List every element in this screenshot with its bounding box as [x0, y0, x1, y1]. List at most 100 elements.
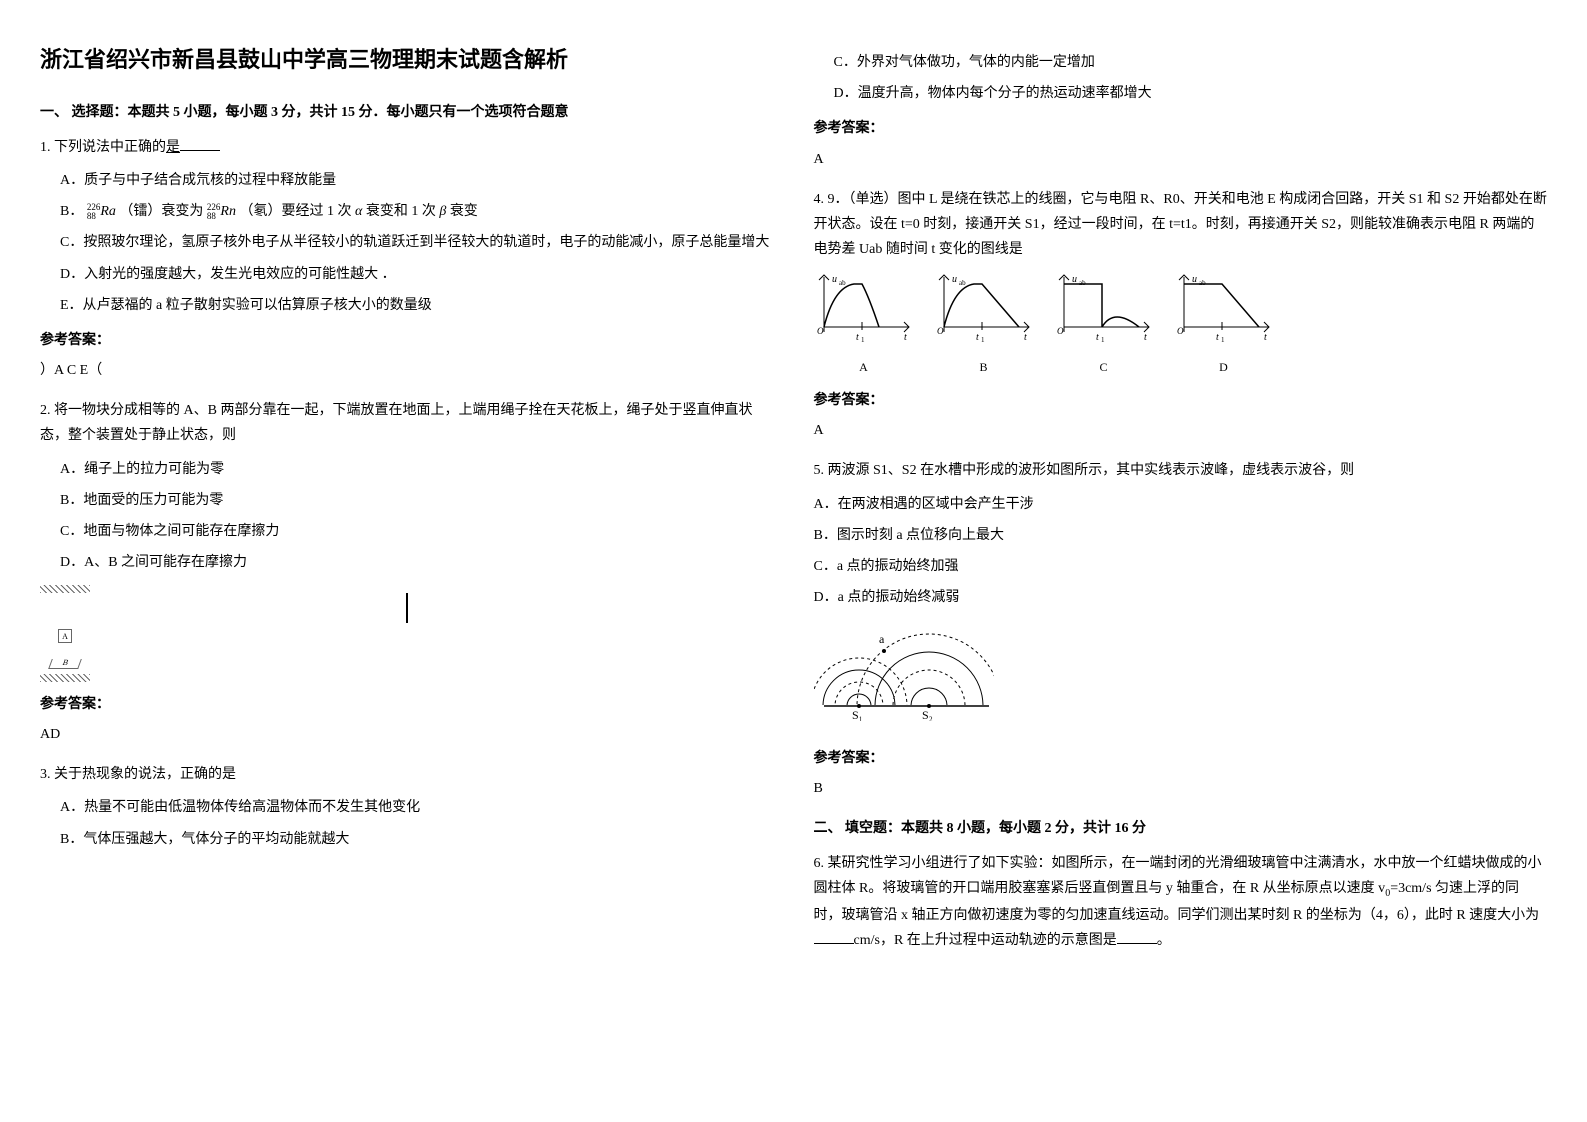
q1-b-sym2: Rn: [220, 204, 236, 219]
svg-text:t: t: [856, 332, 859, 342]
q4-graph-b: uab t t1 O B: [934, 272, 1034, 378]
q4-graphs: uab t t1 O A uab t t1: [814, 272, 1548, 378]
q1-option-d: D．入射光的强度越大，发生光电效应的可能性越大 ．: [60, 262, 774, 287]
svg-text:O: O: [937, 326, 944, 336]
q3-answer: A: [814, 147, 1548, 172]
q4-stem: 4. 9．（单选）图中 L 是绕在铁芯上的线圈，它与电阻 R、R0、开关和电池 …: [814, 187, 1548, 263]
svg-text:u: u: [1072, 274, 1077, 285]
q3-option-c: C．外界对气体做功，气体的内能一定增加: [834, 50, 1548, 75]
section-1-header: 一、 选择题：本题共 5 小题，每小题 3 分，共计 15 分．每小题只有一个选…: [40, 100, 774, 125]
q1-option-c: C．按照玻尔理论，氢原子核外电子从半径较小的轨道跃迁到半径较大的轨道时，电子的动…: [60, 230, 774, 255]
q3-option-b: B．气体压强越大，气体分子的平均动能就越大: [60, 827, 774, 852]
q2-option-a: A．绳子上的拉力可能为零: [60, 457, 774, 482]
svg-text:t: t: [1144, 332, 1147, 342]
question-2: 2. 将一物块分成相等的 A、B 两部分靠在一起，下端放置在地面上，上端用绳子拴…: [40, 398, 774, 747]
q1-b-prefix: B．: [60, 204, 83, 219]
svg-text:u: u: [1192, 274, 1197, 285]
svg-text:1: 1: [1101, 336, 1105, 342]
q1-blank: [180, 137, 220, 151]
rope-line: [406, 593, 408, 623]
q2-answer: AD: [40, 722, 774, 747]
svg-text:ab: ab: [1079, 279, 1086, 287]
svg-text:O: O: [1177, 326, 1184, 336]
q4-answer-label: 参考答案：: [814, 388, 1548, 413]
q1-stem-underline: 是: [166, 140, 180, 155]
svg-text:S₁: S₁: [852, 708, 863, 721]
question-3-cont: C．外界对气体做功，气体的内能一定增加 D．温度升高，物体内每个分子的热运动速率…: [814, 50, 1548, 172]
q5-option-b: B．图示时刻 a 点位移向上最大: [814, 523, 1548, 548]
block-a-icon: A: [58, 629, 72, 643]
q1-b-iso2: 226 88: [207, 203, 221, 221]
svg-text:ab: ab: [959, 279, 966, 287]
q6-p3: cm/s，R 在上升过程中运动轨迹的示意图是: [854, 933, 1117, 948]
document-title: 浙江省绍兴市新昌县鼓山中学高三物理期末试题含解析: [40, 40, 774, 80]
q4-graph-c: uab t t1 O C: [1054, 272, 1154, 378]
svg-text:t: t: [904, 332, 907, 342]
svg-text:O: O: [817, 326, 824, 336]
ground-hatch: [40, 674, 90, 682]
q4-label-b: B: [934, 357, 1034, 379]
q1-b-iso2-bot: 88: [207, 211, 216, 221]
q5-answer: B: [814, 776, 1548, 801]
q4-answer: A: [814, 418, 1548, 443]
q1-b-t2: （氡）要经过 1 次: [239, 204, 351, 219]
q1-b-t3: 衰变和 1 次: [366, 204, 436, 219]
q5-stem: 5. 两波源 S1、S2 在水槽中形成的波形如图所示，其中实线表示波峰，虚线表示…: [814, 458, 1548, 483]
q3-answer-label: 参考答案：: [814, 116, 1548, 141]
graph-c-svg: uab t t1 O: [1054, 272, 1154, 342]
question-3: 3. 关于热现象的说法，正确的是 A．热量不可能由低温物体传给高温物体而不发生其…: [40, 762, 774, 852]
q1-b-beta: β: [439, 204, 446, 219]
q4-label-c: C: [1054, 357, 1154, 379]
q2-diagram: A B: [40, 585, 774, 681]
question-5: 5. 两波源 S1、S2 在水槽中形成的波形如图所示，其中实线表示波峰，虚线表示…: [814, 458, 1548, 801]
svg-text:O: O: [1057, 326, 1064, 336]
q1-answer: ）A C E（: [40, 358, 774, 383]
question-6: 6. 某研究性学习小组进行了如下实验：如图所示，在一端封闭的光滑细玻璃管中注满清…: [814, 851, 1548, 953]
q6-blank1: [814, 930, 854, 944]
q6-blank2: [1117, 930, 1157, 944]
q1-b-t4: 衰变: [450, 204, 478, 219]
svg-text:1: 1: [1221, 336, 1225, 342]
svg-text:ab: ab: [839, 279, 846, 287]
q2-option-d: D．A、B 之间可能存在摩擦力: [60, 550, 774, 575]
svg-text:u: u: [832, 274, 837, 285]
q5-option-a: A．在两波相遇的区域中会产生干涉: [814, 492, 1548, 517]
q5-option-d: D．a 点的振动始终减弱: [814, 585, 1548, 610]
right-column: C．外界对气体做功，气体的内能一定增加 D．温度升高，物体内每个分子的热运动速率…: [814, 40, 1548, 964]
svg-text:t: t: [1264, 332, 1267, 342]
q1-option-a: A．质子与中子结合成氘核的过程中释放能量: [60, 168, 774, 193]
svg-text:t: t: [1024, 332, 1027, 342]
graph-a-svg: uab t t1 O: [814, 272, 914, 342]
svg-text:1: 1: [861, 336, 865, 342]
q4-graph-d: uab t t1 O D: [1174, 272, 1274, 378]
left-column: 浙江省绍兴市新昌县鼓山中学高三物理期末试题含解析 一、 选择题：本题共 5 小题…: [40, 40, 774, 964]
q1-answer-label: 参考答案：: [40, 328, 774, 353]
q1-option-e: E．从卢瑟福的 a 粒子散射实验可以估算原子核大小的数量级: [60, 293, 774, 318]
q2-answer-label: 参考答案：: [40, 692, 774, 717]
q4-label-d: D: [1174, 357, 1274, 379]
section-2-header: 二、 填空题：本题共 8 小题，每小题 2 分，共计 16 分: [814, 816, 1548, 841]
block-b-icon: B: [48, 659, 82, 669]
svg-text:t: t: [976, 332, 979, 342]
question-4: 4. 9．（单选）图中 L 是绕在铁芯上的线圈，它与电阻 R、R0、开关和电池 …: [814, 187, 1548, 444]
q1-b-iso1-bot: 88: [87, 211, 96, 221]
q2-option-b: B．地面受的压力可能为零: [60, 488, 774, 513]
svg-text:t: t: [1096, 332, 1099, 342]
q2-stem: 2. 将一物块分成相等的 A、B 两部分靠在一起，下端放置在地面上，上端用绳子拴…: [40, 398, 774, 448]
q4-graph-a: uab t t1 O A: [814, 272, 914, 378]
svg-text:t: t: [1216, 332, 1219, 342]
svg-text:S₂: S₂: [922, 708, 933, 721]
graph-d-svg: uab t t1 O: [1174, 272, 1274, 342]
q2-option-c: C．地面与物体之间可能存在摩擦力: [60, 519, 774, 544]
q1-b-t1: （镭）衰变为: [119, 204, 203, 219]
ceiling-hatch: [40, 585, 90, 593]
q1-stem: 1. 下列说法中正确的是: [40, 135, 774, 160]
svg-text:ab: ab: [1199, 279, 1206, 287]
q1-option-b: B． 226 88 Ra （镭）衰变为 226 88 Rn （氡）要经过 1 次…: [60, 199, 774, 224]
q1-stem-text: 1. 下列说法中正确的: [40, 140, 166, 155]
q1-b-alpha: α: [355, 204, 362, 219]
q4-label-a: A: [814, 357, 914, 379]
q3-option-d: D．温度升高，物体内每个分子的热运动速率都增大: [834, 81, 1548, 106]
q5-answer-label: 参考答案：: [814, 746, 1548, 771]
q6-stem: 6. 某研究性学习小组进行了如下实验：如图所示，在一端封闭的光滑细玻璃管中注满清…: [814, 851, 1548, 953]
